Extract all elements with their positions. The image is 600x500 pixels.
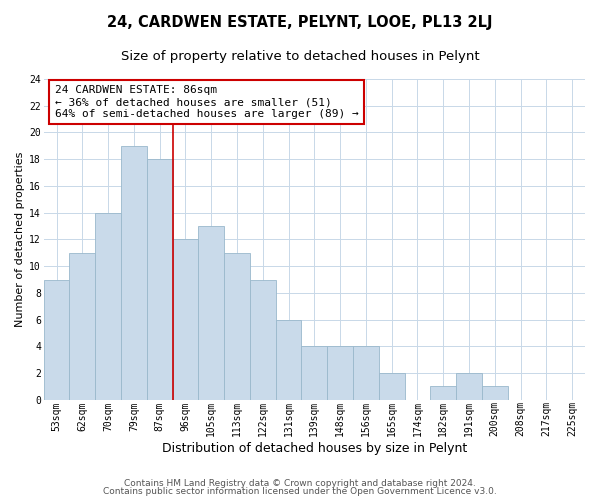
Bar: [327, 346, 353, 400]
Bar: [224, 253, 250, 400]
Bar: [456, 373, 482, 400]
Text: Size of property relative to detached houses in Pelynt: Size of property relative to detached ho…: [121, 50, 479, 63]
Bar: [430, 386, 456, 400]
Bar: [275, 320, 301, 400]
Bar: [199, 226, 224, 400]
Bar: [250, 280, 275, 400]
Bar: [379, 373, 404, 400]
Bar: [44, 280, 70, 400]
Bar: [353, 346, 379, 400]
Text: 24 CARDWEN ESTATE: 86sqm
← 36% of detached houses are smaller (51)
64% of semi-d: 24 CARDWEN ESTATE: 86sqm ← 36% of detach…: [55, 86, 358, 118]
X-axis label: Distribution of detached houses by size in Pelynt: Distribution of detached houses by size …: [162, 442, 467, 455]
Text: 24, CARDWEN ESTATE, PELYNT, LOOE, PL13 2LJ: 24, CARDWEN ESTATE, PELYNT, LOOE, PL13 2…: [107, 15, 493, 30]
Bar: [70, 253, 95, 400]
Bar: [301, 346, 327, 400]
Bar: [482, 386, 508, 400]
Bar: [173, 240, 199, 400]
Bar: [121, 146, 147, 400]
Text: Contains public sector information licensed under the Open Government Licence v3: Contains public sector information licen…: [103, 487, 497, 496]
Text: Contains HM Land Registry data © Crown copyright and database right 2024.: Contains HM Land Registry data © Crown c…: [124, 478, 476, 488]
Y-axis label: Number of detached properties: Number of detached properties: [15, 152, 25, 327]
Bar: [147, 159, 173, 400]
Bar: [95, 212, 121, 400]
